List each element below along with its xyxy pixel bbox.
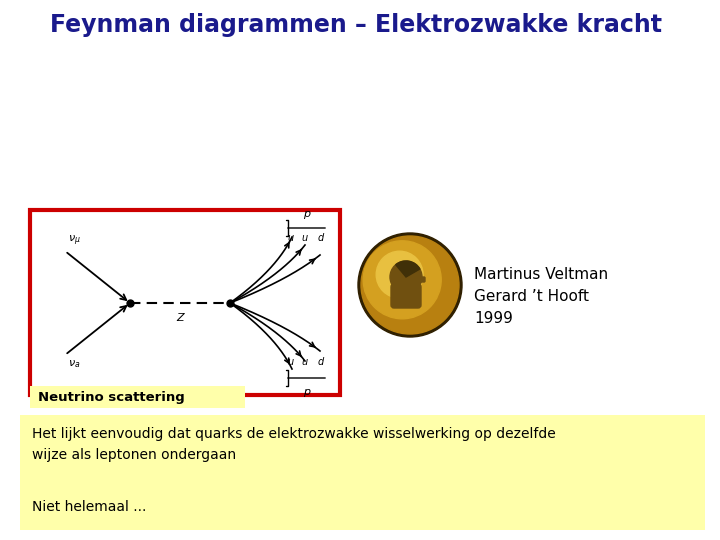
Text: p: p: [303, 209, 310, 219]
Text: d: d: [318, 357, 324, 367]
Text: $\nu_a$: $\nu_a$: [68, 358, 81, 370]
Text: Niet helemaal ...: Niet helemaal ...: [32, 500, 146, 514]
Text: u: u: [302, 357, 308, 367]
FancyBboxPatch shape: [30, 386, 245, 408]
FancyBboxPatch shape: [30, 210, 340, 395]
FancyBboxPatch shape: [418, 277, 425, 282]
Text: Feynman diagrammen – Elektrozwakke kracht: Feynman diagrammen – Elektrozwakke krach…: [50, 13, 662, 37]
FancyBboxPatch shape: [20, 415, 705, 530]
FancyBboxPatch shape: [391, 284, 421, 308]
Text: Neutrino scattering: Neutrino scattering: [38, 390, 185, 403]
Text: p: p: [303, 387, 310, 397]
Text: $\nu_\mu$: $\nu_\mu$: [68, 234, 81, 248]
Text: d: d: [318, 233, 324, 243]
Circle shape: [363, 241, 441, 319]
Circle shape: [390, 261, 422, 293]
Circle shape: [358, 233, 462, 337]
Text: u: u: [302, 233, 308, 243]
Wedge shape: [396, 261, 420, 277]
Text: Martinus Veltman
Gerard ’t Hooft
1999: Martinus Veltman Gerard ’t Hooft 1999: [474, 267, 608, 326]
Circle shape: [361, 236, 459, 334]
Circle shape: [377, 251, 423, 298]
Text: u: u: [287, 357, 293, 367]
Text: Z: Z: [176, 313, 184, 323]
Text: u: u: [287, 233, 293, 243]
Text: Het lijkt eenvoudig dat quarks de elektrozwakke wisselwerking op dezelfde
wijze : Het lijkt eenvoudig dat quarks de elektr…: [32, 427, 556, 462]
